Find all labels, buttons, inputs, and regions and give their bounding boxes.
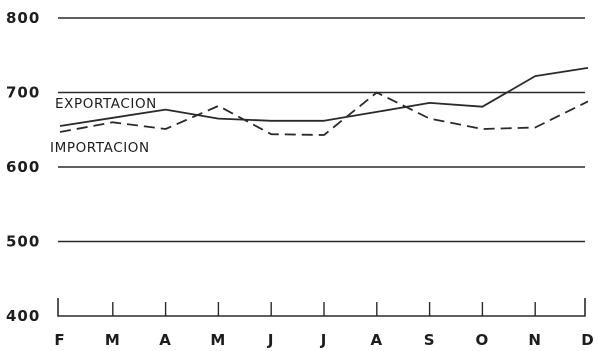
x-tick-label-3: M — [210, 331, 226, 349]
series-layer — [59, 67, 589, 136]
x-tick-label-0: F — [54, 331, 65, 349]
grid-layer — [58, 17, 585, 243]
baseline-axis — [57, 298, 586, 317]
y-tick-label-700: 700 — [6, 84, 40, 102]
x-tick-label-10: D — [581, 331, 594, 349]
x-tick-label-5: J — [320, 331, 328, 349]
x-tick-label-9: N — [528, 331, 542, 349]
y-tick-label-800: 800 — [6, 9, 40, 27]
x-tick-label-8: O — [476, 331, 490, 349]
series-line-exportacion — [59, 67, 589, 127]
y-tick-label-500: 500 — [6, 233, 40, 251]
x-tick-label-6: A — [370, 331, 383, 349]
series-line-importacion — [59, 91, 589, 136]
y-tick-label-600: 600 — [6, 158, 40, 176]
x-tick-label-2: A — [159, 331, 172, 349]
x-tick-label-7: S — [424, 331, 436, 349]
x-tick-label-1: M — [105, 331, 121, 349]
label-layer: 400 500 600 700 800 F M A M J J A S O N D EXPORTACION IMP… — [6, 9, 594, 349]
x-tick-label-4: J — [267, 331, 275, 349]
series-label-importacion: IMPORTACION — [50, 140, 150, 156]
series-label-exportacion: EXPORTACION — [55, 96, 157, 112]
axis-layer — [57, 298, 586, 317]
y-tick-label-400: 400 — [6, 307, 40, 325]
